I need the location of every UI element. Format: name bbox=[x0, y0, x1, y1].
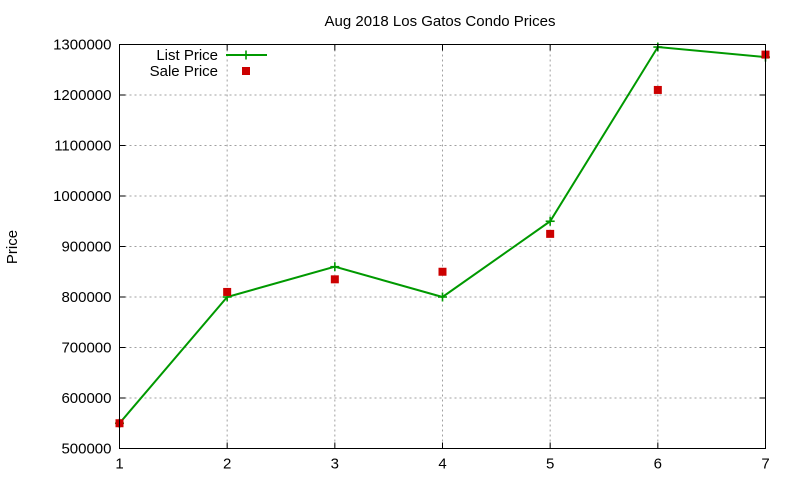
x-tick-label: 1 bbox=[115, 456, 123, 473]
x-tick-label: 6 bbox=[654, 456, 662, 473]
legend-item: Sale Price bbox=[150, 63, 250, 80]
y-tick-label: 1200000 bbox=[53, 87, 111, 104]
data-point bbox=[653, 85, 662, 94]
chart-title: Aug 2018 Los Gatos Condo Prices bbox=[325, 13, 556, 30]
legend-label: Sale Price bbox=[150, 63, 218, 80]
y-tick-label: 500000 bbox=[61, 441, 111, 458]
x-tick-label: 4 bbox=[438, 456, 446, 473]
legend-marker bbox=[242, 67, 250, 75]
y-tick-label: 1000000 bbox=[53, 188, 111, 205]
grid-lines bbox=[119, 44, 766, 449]
y-axis-label: Price bbox=[4, 230, 21, 264]
y-tick-label: 1100000 bbox=[54, 138, 111, 155]
data-point bbox=[545, 216, 555, 226]
data-point bbox=[330, 275, 339, 284]
x-tick-label: 5 bbox=[546, 456, 554, 473]
x-tick-label: 3 bbox=[331, 456, 339, 473]
x-tick-label: 2 bbox=[223, 456, 231, 473]
data-point bbox=[330, 262, 340, 272]
y-tick-label: 600000 bbox=[61, 390, 111, 407]
y-tick-label: 1300000 bbox=[53, 37, 111, 54]
y-tick-label: 900000 bbox=[61, 239, 111, 256]
x-tick-label: 7 bbox=[761, 456, 769, 473]
y-tick-label: 800000 bbox=[61, 289, 111, 306]
legend-marker bbox=[241, 50, 251, 60]
legend-label: List Price bbox=[156, 47, 218, 64]
legend-item: List Price bbox=[156, 47, 267, 64]
data-point bbox=[223, 287, 232, 296]
data-point bbox=[438, 267, 447, 276]
data-point bbox=[438, 292, 447, 302]
data-point bbox=[546, 229, 555, 238]
tick-labels: 1 2 3 4 5 6 7 500000 600000 700000 800000 900000 100… bbox=[53, 37, 770, 473]
y-tick-label: 700000 bbox=[61, 340, 111, 357]
